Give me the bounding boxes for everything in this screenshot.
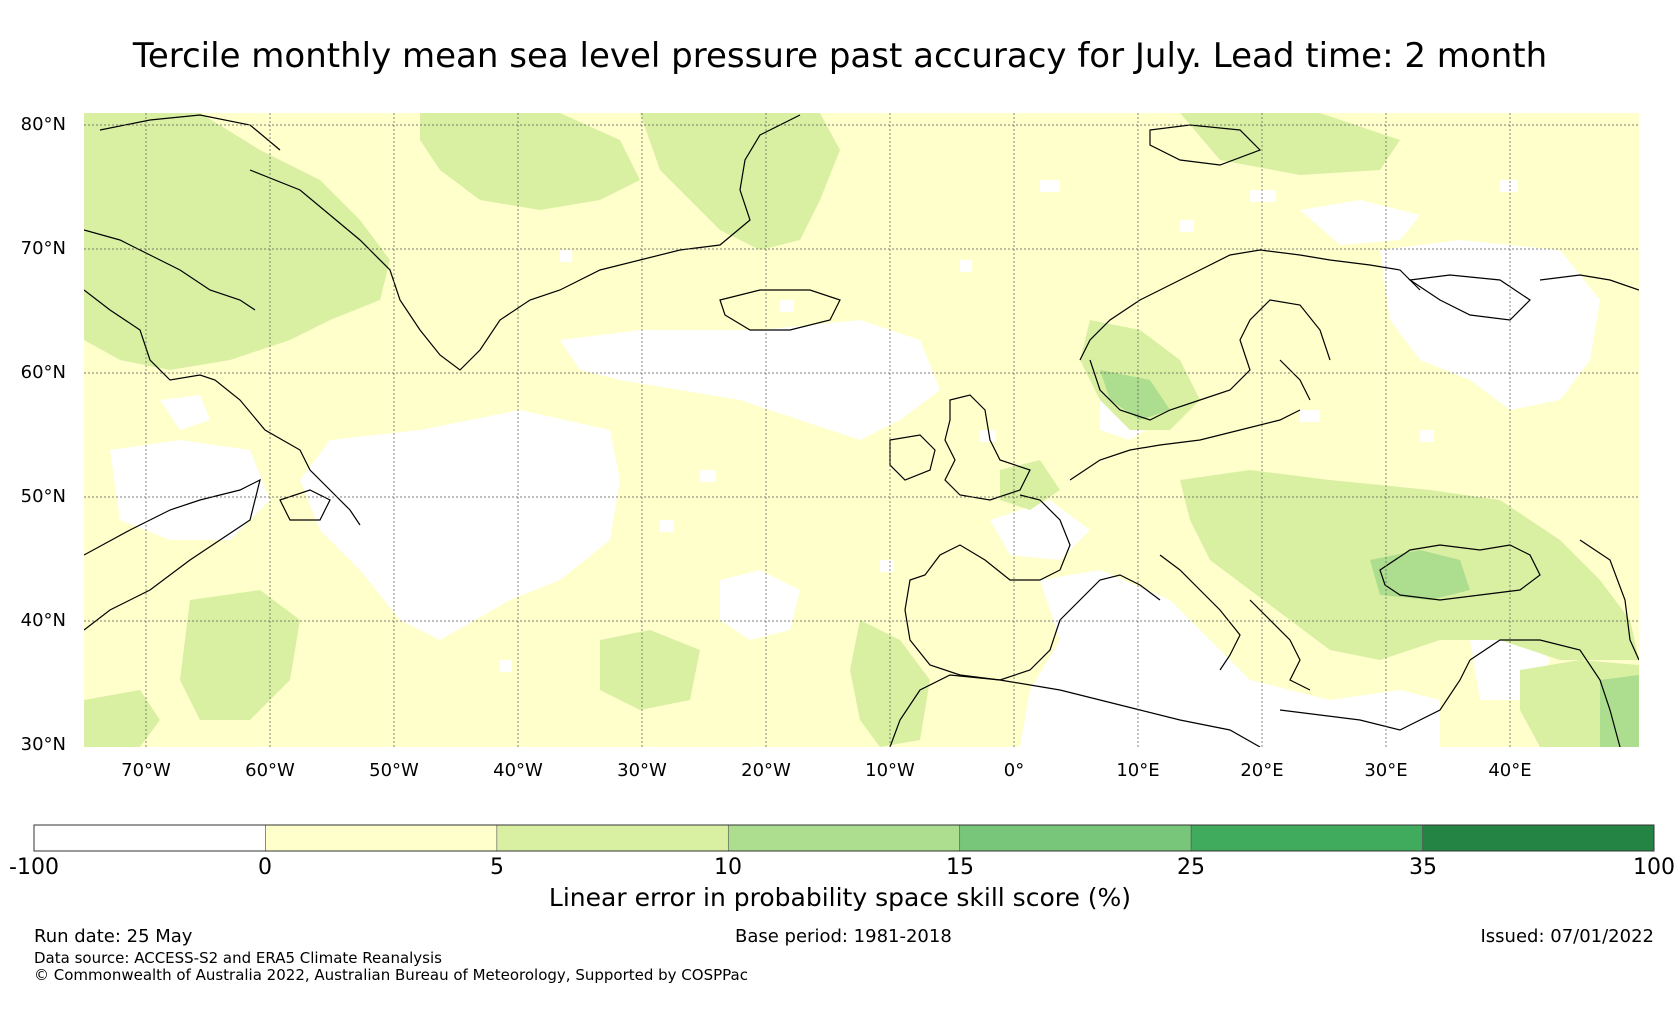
lon-label-20w: 20°W: [741, 760, 791, 781]
lat-label-70n: 70°N: [20, 238, 66, 259]
map-title: Tercile monthly mean sea level pressure …: [132, 36, 1548, 76]
colorbar-tick: 25: [1177, 855, 1205, 880]
lon-label-40w: 40°W: [493, 760, 543, 781]
colorbar-tick: 0: [258, 855, 272, 880]
skill-noise-cells: [500, 180, 1518, 672]
lon-label-50w: 50°W: [369, 760, 419, 781]
colorbar-segment: [1422, 824, 1655, 852]
lat-label-30n: 30°N: [20, 734, 66, 755]
gridlines: [84, 113, 1639, 747]
lat-label-60n: 60°N: [20, 362, 66, 383]
lat-label-40n: 40°N: [20, 610, 66, 631]
colorbar-tick: -100: [9, 855, 59, 880]
copyright: © Commonwealth of Australia 2022, Austra…: [34, 966, 748, 984]
lon-label-0: 0°: [1003, 760, 1025, 781]
colorbar-frame: [33, 824, 1655, 852]
lon-label-30e: 30°E: [1364, 760, 1408, 781]
skill-10-15-regions: [1100, 370, 1639, 747]
colorbar-tick: 10: [714, 855, 742, 880]
skill-negative-regions: [110, 200, 1600, 747]
colorbar-tick: 100: [1633, 855, 1675, 880]
colorbar-segment: [496, 824, 729, 852]
colorbar-label: Linear error in probability space skill …: [548, 883, 1132, 912]
lat-label-80n: 80°N: [20, 114, 66, 135]
lon-label-40e: 40°E: [1488, 760, 1532, 781]
lon-label-70w: 70°W: [121, 760, 171, 781]
lat-label-50n: 50°N: [20, 486, 66, 507]
colorbar-segment: [727, 824, 961, 852]
colorbar-tick: 15: [946, 855, 974, 880]
colorbar-segment: [1190, 824, 1423, 852]
colorbar-segment: [959, 824, 1192, 852]
run-date: Run date: 25 May: [34, 926, 193, 947]
colorbar: [33, 824, 1655, 852]
colorbar-tick: 35: [1409, 855, 1437, 880]
lon-label-30w: 30°W: [617, 760, 667, 781]
lon-label-60w: 60°W: [245, 760, 295, 781]
lon-label-10e: 10°E: [1116, 760, 1160, 781]
base-period: Base period: 1981-2018: [735, 926, 952, 947]
issued-date: Issued: 07/01/2022: [1480, 926, 1654, 947]
lon-label-20e: 20°E: [1240, 760, 1284, 781]
colorbar-segment: [33, 824, 266, 852]
colorbar-tick: 5: [490, 855, 504, 880]
lon-label-10w: 10°W: [865, 760, 915, 781]
data-source: Data source: ACCESS-S2 and ERA5 Climate …: [34, 949, 442, 967]
colorbar-segment: [265, 824, 498, 852]
